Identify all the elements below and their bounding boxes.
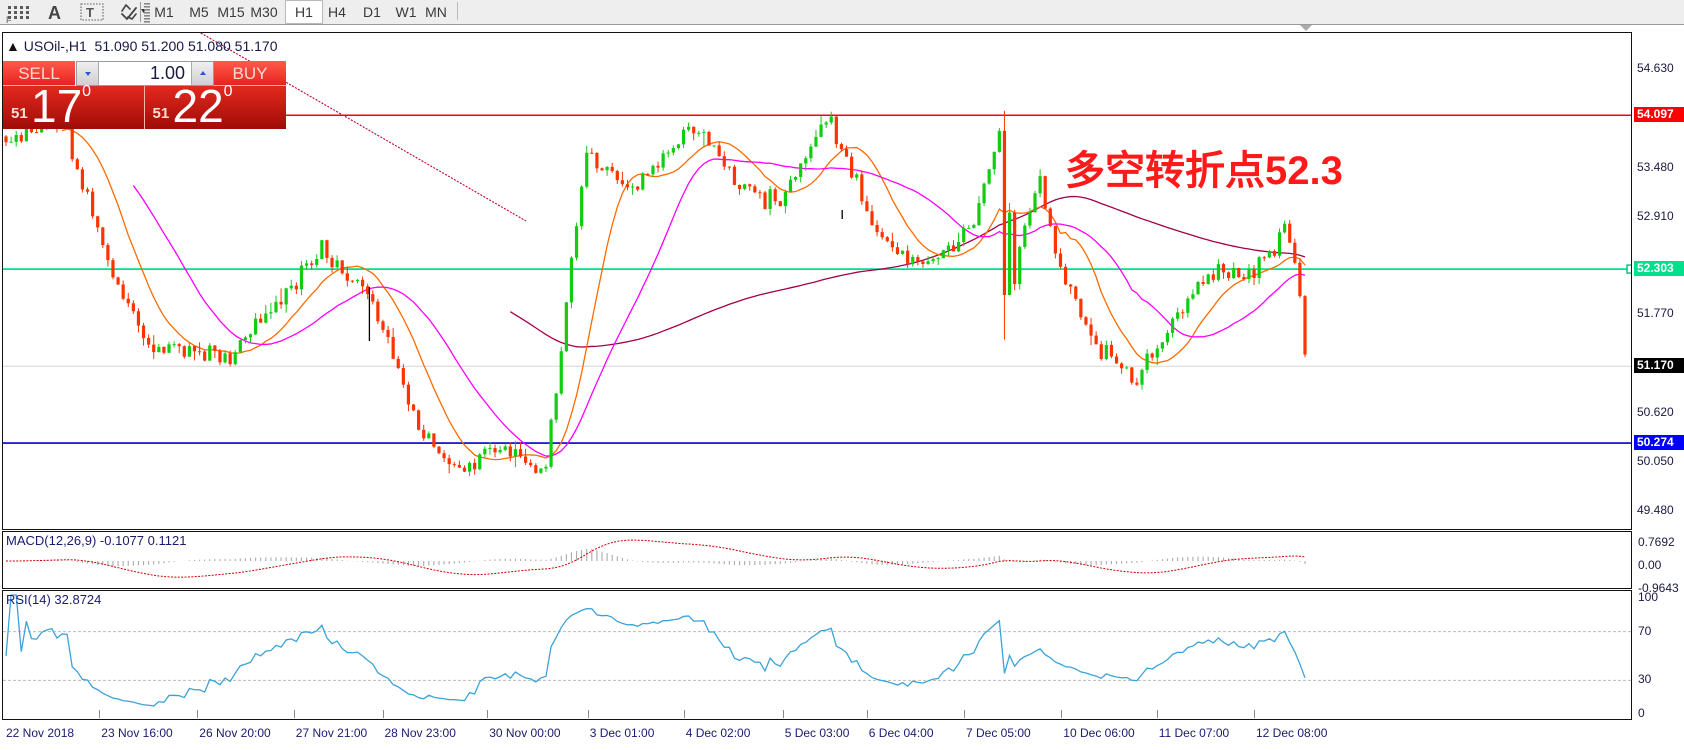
svg-text:A: A (48, 3, 61, 23)
svg-text:T: T (86, 5, 94, 20)
svg-text:F: F (6, 15, 12, 24)
